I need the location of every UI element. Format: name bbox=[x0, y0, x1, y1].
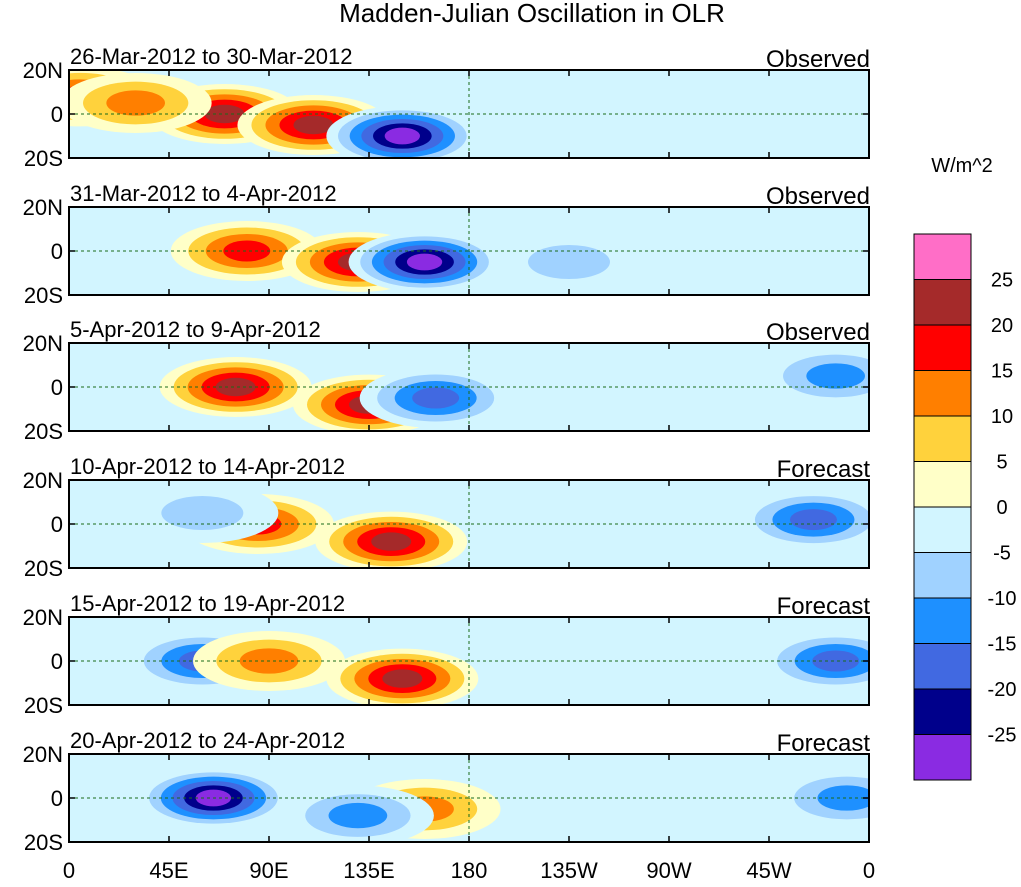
panel-kind: Forecast bbox=[777, 456, 871, 483]
y-tick-label: 20N bbox=[23, 331, 63, 356]
x-tick-label: 0 bbox=[63, 858, 75, 883]
y-tick-label: 0 bbox=[51, 375, 63, 400]
colorbar-label: 25 bbox=[991, 270, 1013, 292]
anomaly-3-contour-5 bbox=[293, 115, 334, 135]
y-tick-label: 20N bbox=[23, 742, 63, 767]
panel-kind: Forecast bbox=[777, 593, 871, 620]
anomaly-4-contour-2 bbox=[161, 496, 244, 530]
colorbar-label: 10 bbox=[991, 406, 1013, 428]
panels: 20N 0 20S 26-Mar-2012 to 30-Mar-2012 Observe… bbox=[23, 44, 871, 855]
anomaly-1-contour-4 bbox=[223, 240, 271, 262]
anomaly-3-contour-6 bbox=[406, 253, 443, 271]
panel-3: 20N 0 20S 5-Apr-2012 to 9-Apr-2012 Observed bbox=[23, 317, 870, 444]
anomaly-4-contour-6 bbox=[384, 127, 421, 145]
panel-kind: Observed bbox=[766, 183, 870, 210]
colorbar-swatch bbox=[913, 552, 972, 599]
colorbar-swatch bbox=[913, 461, 972, 508]
panel-period: 31-Mar-2012 to 4-Apr-2012 bbox=[70, 181, 337, 206]
panel-kind: Observed bbox=[766, 46, 870, 73]
anomaly-5-contour-3 bbox=[106, 90, 165, 116]
anomaly-2-contour-5 bbox=[382, 669, 423, 688]
colorbar-label: 20 bbox=[991, 315, 1013, 337]
colorbar-swatch bbox=[913, 370, 972, 417]
anomaly-4-contour-3 bbox=[806, 363, 866, 389]
anomaly-3-contour-4 bbox=[789, 509, 837, 531]
chart-title: Madden-Julian Oscillation in OLR bbox=[339, 0, 725, 28]
panel-kind: Forecast bbox=[777, 730, 871, 757]
panel-period: 5-Apr-2012 to 9-Apr-2012 bbox=[70, 317, 321, 342]
x-tick-label: 180 bbox=[451, 858, 488, 883]
anomaly-4-contour-2 bbox=[528, 245, 610, 279]
x-tick-label: 0 bbox=[863, 858, 875, 883]
colorbar-swatch bbox=[913, 279, 972, 326]
y-tick-label: 20S bbox=[24, 419, 63, 444]
panel-period: 20-Apr-2012 to 24-Apr-2012 bbox=[70, 728, 345, 753]
x-tick-label: 90W bbox=[646, 858, 691, 883]
colorbar-label: -20 bbox=[988, 679, 1017, 701]
x-tick-label: 45W bbox=[746, 858, 791, 883]
colorbar-swatch bbox=[913, 643, 972, 690]
panel-period: 26-Mar-2012 to 30-Mar-2012 bbox=[70, 44, 352, 69]
x-tick-label: 135W bbox=[540, 858, 598, 883]
colorbar-label: -25 bbox=[988, 725, 1017, 747]
anomaly-4-contour-4 bbox=[812, 650, 860, 672]
y-tick-label: 20N bbox=[23, 468, 63, 493]
y-tick-label: 20S bbox=[24, 146, 63, 171]
panel-1: 20N 0 20S 26-Mar-2012 to 30-Mar-2012 Observe… bbox=[23, 44, 870, 171]
y-tick-label: 0 bbox=[51, 102, 63, 127]
anomaly-3-contour-3 bbox=[328, 802, 388, 829]
panel-period: 15-Apr-2012 to 19-Apr-2012 bbox=[70, 591, 345, 616]
anomaly-1-contour-5 bbox=[215, 377, 256, 397]
panel-period: 10-Apr-2012 to 14-Apr-2012 bbox=[70, 454, 345, 479]
x-axis: 0 45E 90E 135E 180 135W 90W 45W 0 bbox=[63, 858, 875, 883]
colorbar-label: -10 bbox=[988, 588, 1017, 610]
anomaly-2-contour-5 bbox=[371, 532, 412, 551]
x-tick-label: 135E bbox=[343, 858, 394, 883]
panel-6: 20N 0 20S 20-Apr-2012 to 24-Apr-2012 Forecas… bbox=[23, 728, 871, 855]
colorbar-label: 15 bbox=[991, 361, 1013, 383]
panel-4: 20N 0 20S 10-Apr-2012 to 14-Apr-2012 Forecas… bbox=[23, 454, 871, 581]
colorbar-label: -15 bbox=[988, 634, 1017, 656]
x-tick-label: 45E bbox=[149, 858, 188, 883]
y-tick-label: 0 bbox=[51, 649, 63, 674]
y-tick-label: 20N bbox=[23, 605, 63, 630]
colorbar-swatch bbox=[913, 506, 972, 553]
colorbar-swatch bbox=[913, 597, 972, 644]
panel-2: 20N 0 20S 31-Mar-2012 to 4-Apr-2012 Observed bbox=[23, 181, 870, 308]
colorbar-swatch bbox=[913, 688, 972, 735]
y-tick-label: 20S bbox=[24, 283, 63, 308]
colorbar-label: -5 bbox=[993, 543, 1011, 565]
units-label: W/m^2 bbox=[931, 155, 993, 177]
y-tick-label: 0 bbox=[51, 786, 63, 811]
colorbar-label: 0 bbox=[996, 497, 1007, 519]
y-tick-label: 20N bbox=[23, 58, 63, 83]
colorbar: W/m^2 25 20 15 10 5 0 -5 -10 -15 -20 -25 bbox=[913, 155, 1017, 781]
y-tick-label: 20N bbox=[23, 195, 63, 220]
y-tick-label: 20S bbox=[24, 556, 63, 581]
anomaly-2-contour-5 bbox=[204, 104, 245, 124]
colorbar-swatch bbox=[913, 233, 972, 280]
y-tick-label: 20S bbox=[24, 693, 63, 718]
panel-5: 20N 0 20S 15-Apr-2012 to 19-Apr-2012 Forecas… bbox=[23, 591, 871, 718]
y-tick-label: 0 bbox=[51, 512, 63, 537]
colorbar-swatch bbox=[913, 324, 972, 371]
colorbar-swatch bbox=[913, 734, 972, 781]
y-tick-label: 20S bbox=[24, 830, 63, 855]
anomaly-3-contour-4 bbox=[412, 387, 460, 409]
y-tick-label: 0 bbox=[51, 239, 63, 264]
colorbar-label: 5 bbox=[996, 452, 1007, 474]
colorbar-swatch bbox=[913, 415, 972, 462]
x-tick-label: 90E bbox=[249, 858, 288, 883]
panel-kind: Observed bbox=[766, 319, 870, 346]
